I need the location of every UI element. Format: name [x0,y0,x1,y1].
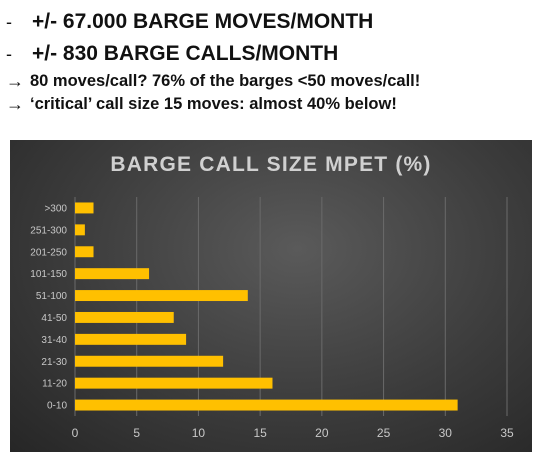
y-tick-label: 201-250 [30,247,67,258]
x-tick-label: 5 [133,426,140,440]
y-tick-label: 21-30 [41,357,67,368]
bar [75,333,187,345]
x-tick-label: 30 [439,426,453,440]
y-tick-label: 251-300 [30,225,67,236]
x-tick-label: 0 [72,426,79,440]
y-tick-label: 101-150 [30,269,67,280]
bar [75,355,224,367]
x-tick-label: 20 [315,426,329,440]
y-tick-label: 31-40 [41,335,67,346]
x-tick-label: 35 [500,426,514,440]
note-text: ‘critical’ call size 15 moves: almost 40… [30,95,397,113]
x-tick-label: 10 [192,426,206,440]
bar [75,224,85,236]
chart-title: BARGE CALL SIZE MPET (%) [110,153,432,176]
x-tick-label: 25 [377,426,391,440]
note-text: 80 moves/call? 76% of the barges <50 mov… [30,72,421,90]
bar [75,290,248,302]
y-tick-label: >300 [44,203,67,214]
bar [75,377,273,389]
bullet-dash: - [6,12,12,32]
y-tick-label: 0-10 [47,401,67,412]
bullet-dash: - [6,44,12,64]
bar [75,311,174,323]
y-tick-label: 51-100 [36,291,68,302]
y-tick-label: 11-20 [42,379,67,390]
bullet-barge-calls: - +/- 830 BARGE CALLS/MONTH [6,38,534,70]
bullet-list: - +/- 67.000 BARGE MOVES/MONTH - +/- 830… [6,6,534,116]
bar-chart: 0 5 10 15 20 25 30 35 >300 251-300 201-250 101-150 5… [30,197,514,440]
chart-panel: BARGE CALL SIZE MPET (%) 0 5 10 15 20 25 30 35 >… [10,140,532,452]
bar [75,246,94,258]
bullet-barge-moves: - +/- 67.000 BARGE MOVES/MONTH [6,6,534,38]
arrow-right-icon: → [6,71,24,91]
x-tick-label: 15 [253,426,267,440]
bar [75,399,458,411]
bullet-text: +/- 67.000 BARGE MOVES/MONTH [32,10,374,33]
bar [75,202,94,214]
arrow-right-icon: → [6,94,24,114]
note-critical-call-size: → ‘critical’ call size 15 moves: almost … [6,93,534,116]
bullet-text: +/- 830 BARGE CALLS/MONTH [32,42,339,65]
note-moves-per-call: → 80 moves/call? 76% of the barges <50 m… [6,70,534,93]
bar [75,268,150,280]
y-tick-label: 41-50 [41,313,67,324]
